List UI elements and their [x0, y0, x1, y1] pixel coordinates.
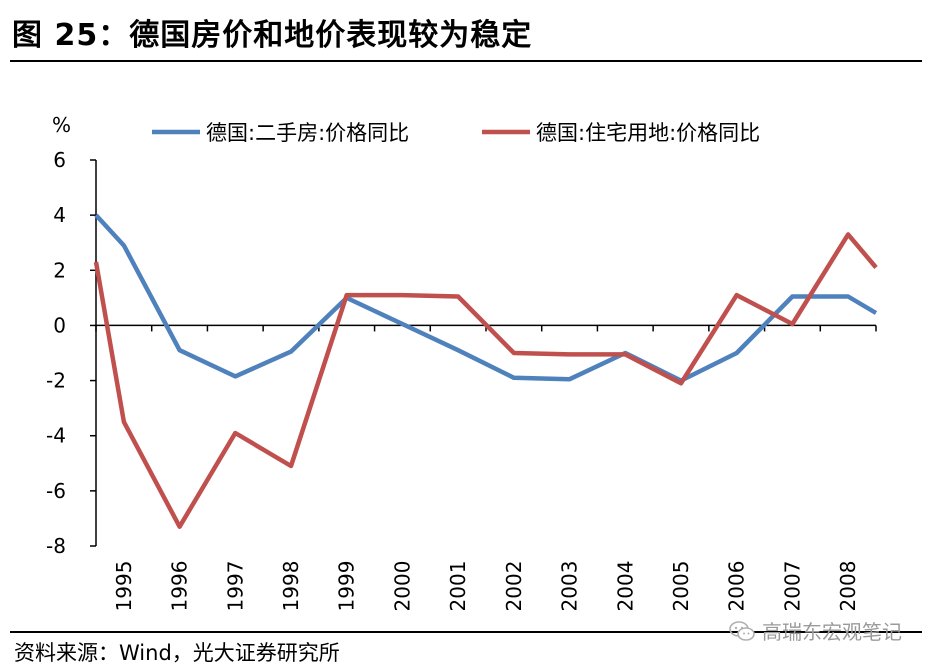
x-tick-label: 2007	[780, 561, 804, 612]
x-tick-label: 2003	[558, 561, 582, 612]
y-tick-label: 6	[53, 148, 66, 172]
x-tick-label: 1997	[223, 561, 247, 612]
legend-label-1: 德国:二手房:价格同比	[206, 121, 409, 145]
chart-lines	[93, 213, 878, 529]
figure-title: 图 25：德国房价和地价表现较为稳定	[12, 18, 533, 53]
y-axis-unit: %	[52, 113, 71, 137]
source-note: 资料来源：Wind，光大证券研究所	[14, 641, 340, 665]
title-underline	[10, 60, 922, 62]
y-tick-label: 4	[53, 203, 66, 227]
y-tick-label: -6	[46, 479, 66, 503]
x-tick-label: 2002	[502, 561, 526, 612]
x-tick-label: 2001	[446, 561, 470, 612]
x-tick-label: 2005	[669, 561, 693, 612]
chart-axes: 6 4 2 0 -2 -4 -6 -8% 1995 1996 1997 1998 1999 2000 200…	[46, 113, 877, 612]
x-tick-label: 2000	[390, 561, 414, 612]
x-tick-label: 1998	[279, 561, 303, 612]
x-tick-label: 1996	[168, 561, 192, 612]
x-tick-label: 1999	[335, 561, 359, 612]
watermark-text: 高瑞东宏观笔记	[762, 620, 902, 644]
y-tick-label: -4	[46, 424, 66, 448]
x-tick-label: 1995	[112, 561, 136, 612]
legend-label-2: 德国:住宅用地:价格同比	[536, 121, 760, 145]
x-tick-label: 2008	[836, 561, 860, 612]
chart-legend: 德国:二手房:价格同比 德国:住宅用地:价格同比	[152, 121, 760, 145]
wechat-icon	[729, 620, 755, 641]
y-tick-label: 0	[53, 313, 66, 337]
watermark: 高瑞东宏观笔记	[728, 616, 902, 645]
x-tick-label: 2006	[725, 561, 749, 612]
y-tick-label: -2	[46, 369, 66, 393]
y-tick-label: -8	[46, 534, 66, 558]
series-line-1	[94, 213, 878, 383]
series-line-2	[93, 232, 878, 529]
x-tick-label: 2004	[613, 561, 637, 612]
source-rule	[10, 631, 922, 633]
y-tick-label: 2	[53, 258, 66, 282]
